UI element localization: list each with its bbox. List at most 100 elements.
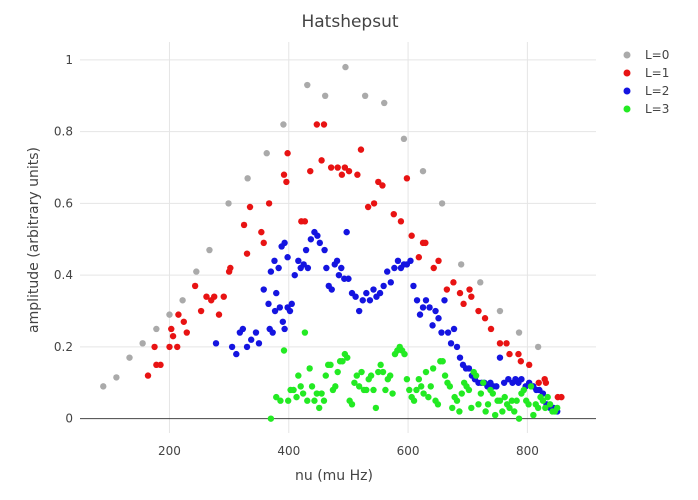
data-point <box>419 167 427 175</box>
data-point <box>175 311 182 318</box>
x-tick-label: 400 <box>277 444 300 458</box>
data-point <box>295 372 302 379</box>
data-point <box>351 379 358 386</box>
legend-marker <box>623 105 631 113</box>
data-point <box>366 297 374 304</box>
data-point <box>228 343 236 351</box>
data-point <box>379 368 387 376</box>
data-point <box>407 257 414 265</box>
data-point <box>364 203 372 211</box>
data-point <box>447 340 455 347</box>
data-point <box>481 315 489 322</box>
series-L=0 <box>100 63 542 390</box>
data-point <box>477 279 484 286</box>
data-point <box>348 401 356 408</box>
y-tick-label: 0.4 <box>54 268 73 282</box>
data-point <box>206 246 213 254</box>
data-point <box>389 390 396 397</box>
data-point <box>384 268 391 275</box>
data-point <box>456 408 463 415</box>
data-point <box>465 386 473 394</box>
data-point <box>314 232 321 239</box>
data-point <box>370 386 377 394</box>
data-point <box>332 383 339 390</box>
data-point <box>169 332 177 340</box>
x-tick-label: 200 <box>158 444 181 458</box>
series-L=2 <box>212 228 561 415</box>
data-point <box>293 393 300 401</box>
data-point <box>301 218 309 225</box>
data-point <box>415 375 423 383</box>
data-point <box>487 325 495 333</box>
data-point <box>191 282 199 290</box>
data-point <box>508 397 516 404</box>
data-point <box>382 386 389 394</box>
data-point <box>534 343 542 351</box>
data-point <box>381 99 388 107</box>
data-point <box>313 390 321 397</box>
data-point <box>260 286 267 293</box>
data-point <box>422 239 429 247</box>
data-point <box>419 304 427 311</box>
data-point <box>535 379 542 386</box>
data-point <box>126 354 133 361</box>
data-point <box>534 404 542 412</box>
data-point <box>288 300 295 308</box>
chart-title: Hatshepsut <box>301 12 398 32</box>
data-point <box>425 393 432 401</box>
data-point <box>338 264 345 272</box>
data-point <box>520 386 528 394</box>
data-point <box>258 228 265 236</box>
data-point <box>255 340 263 347</box>
data-point <box>515 329 523 336</box>
y-axis-title: amplitude (arbitrary units) <box>26 147 42 333</box>
data-point <box>515 350 522 358</box>
data-point <box>334 164 341 171</box>
data-point <box>252 329 260 336</box>
data-point <box>299 390 307 397</box>
data-point <box>153 325 160 333</box>
data-point <box>166 343 173 351</box>
legend-label: L=1 <box>645 66 669 80</box>
data-point <box>475 401 482 408</box>
legend-marker <box>623 87 631 95</box>
data-point <box>286 307 294 315</box>
data-point <box>432 307 439 315</box>
data-point <box>304 397 311 404</box>
data-point <box>376 289 384 297</box>
data-point <box>284 150 291 157</box>
data-point <box>415 254 423 261</box>
data-point <box>283 178 290 186</box>
data-point <box>441 297 448 304</box>
data-point <box>358 368 365 376</box>
data-point <box>505 375 512 383</box>
legend-label: L=3 <box>645 102 669 116</box>
legend-label: L=2 <box>645 84 669 98</box>
data-point <box>410 282 417 290</box>
x-tick-label: 800 <box>516 444 539 458</box>
data-point <box>370 286 377 293</box>
data-point <box>400 135 408 143</box>
data-point <box>527 383 535 390</box>
data-point <box>515 415 523 422</box>
data-point <box>450 279 457 286</box>
data-point <box>496 354 504 361</box>
data-point <box>539 397 547 404</box>
data-point <box>353 372 360 379</box>
data-point <box>295 257 302 265</box>
data-points <box>100 63 565 422</box>
data-point <box>271 307 279 315</box>
data-point <box>301 329 309 336</box>
data-point <box>499 408 506 415</box>
data-point <box>318 390 325 397</box>
y-tick-label: 1 <box>65 53 73 67</box>
data-point <box>273 289 280 297</box>
data-point <box>435 257 442 265</box>
data-point <box>370 200 378 207</box>
data-point <box>453 397 461 404</box>
data-point <box>542 404 549 412</box>
data-point <box>460 300 467 308</box>
data-point <box>408 232 415 239</box>
